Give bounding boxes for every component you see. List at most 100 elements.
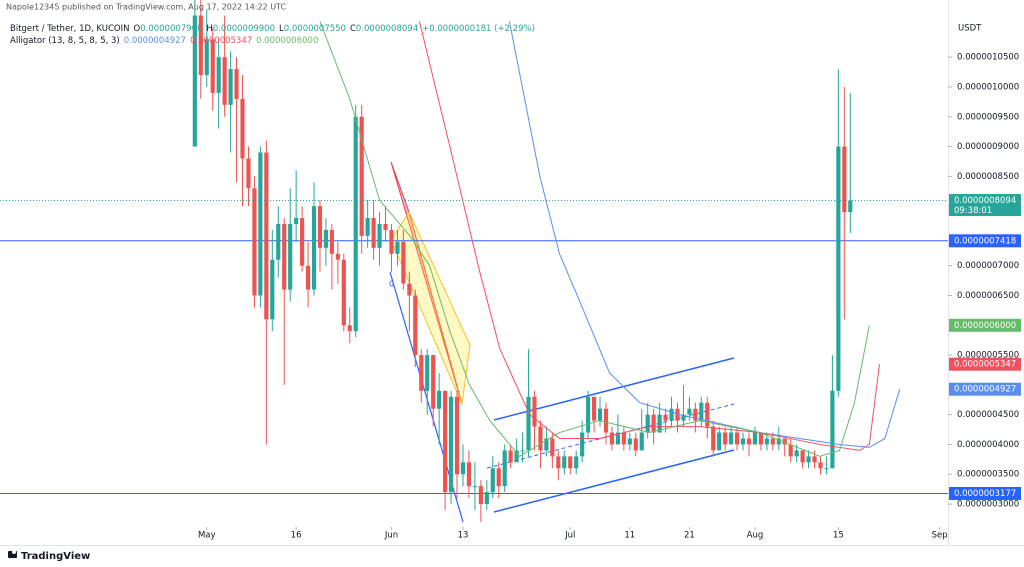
candle-body [645,414,650,433]
candle-body [836,146,841,391]
candle-body [252,188,257,296]
indicator-value: 0.0000004927 [124,36,186,46]
candle-body [687,408,692,415]
candle-body [377,224,382,248]
candle-body [353,116,358,332]
x-tick-label: Jul [564,531,575,541]
candle-body [544,438,549,451]
candle-body [609,432,615,445]
candle-body [323,229,329,248]
indicator-line [418,21,880,451]
candle-body [288,224,293,290]
x-tick-label: 16 [291,531,302,541]
candle-body [270,259,275,320]
candle-body [806,456,811,463]
candle-body [568,456,573,469]
x-tick-label: Jun [384,531,398,541]
candle-body [246,158,251,189]
candle-body [311,206,317,290]
candle-body [538,426,543,451]
candle-body [794,450,799,457]
change: +0.0000000181 (+2.29%) [422,24,535,34]
candle-body [693,408,698,421]
y-tick-label: 0.0000004000 [957,440,1019,450]
y-tick-label: 0.0000003000 [957,500,1019,510]
candle-body [830,390,835,469]
candle-body [675,408,680,421]
candle-body [740,438,746,445]
candle-body [556,456,561,469]
drawing-label: 0 [389,280,394,289]
candle-body [562,456,567,469]
x-tick-label: 11 [624,531,635,541]
candle-body [448,396,454,493]
candle-body [282,224,287,290]
indicator-value: 0.0000006000 [256,36,318,46]
candle-body [591,396,597,421]
candle-body [520,450,525,452]
fib-triangle-red [390,161,463,405]
x-tick-label: May [198,531,216,541]
candle-body [603,408,609,433]
candle-body [782,438,787,445]
ohlc-key: L [279,24,284,34]
ohlc-key: C [350,24,356,34]
candle-body [615,432,620,445]
candle-body [335,253,340,260]
candle-body [472,486,477,488]
candle-body [234,69,239,99]
indicator-price-label-box [949,318,1021,332]
candle-body [443,390,448,493]
logo-mark [12,550,16,554]
candle-body [657,414,662,433]
candle-body [663,414,668,421]
ohlc-key: O [134,24,141,34]
candle-body [639,432,644,451]
candle-body [228,69,233,105]
indicator-line [508,21,901,448]
indicator-price-label-box [949,382,1021,396]
brand-logo [8,550,17,558]
x-tick-label: 21 [684,531,695,541]
candle-body [651,414,656,433]
candle-body [490,468,495,493]
candle-body [734,432,740,445]
ohlc-key: H [206,24,212,34]
candle-body [776,438,781,445]
indicator-price-label: 0.0000006000 [954,321,1016,331]
candle-body [681,414,686,421]
candle-body [216,57,221,93]
candle-body [341,259,346,326]
y-tick-label: 0.0000008500 [957,172,1019,182]
hline-price-label-box [949,486,1021,500]
candle-body [478,486,483,505]
y-axis-label: USDT [958,24,982,34]
candle-body [329,229,334,254]
published-note: Napole12345 published on TradingView.com… [6,3,286,12]
indicator-value: 0.0000005347 [190,36,252,46]
candle-body [496,468,501,487]
indicator: Alligator (13, 8, 5, 8, 5, 3) [10,36,120,46]
candle-body [192,15,197,147]
ohlc-value: 0.0000008094 [356,24,418,34]
candle-body [621,432,626,445]
candle-body [383,224,388,230]
candle-body [818,462,823,469]
candle-body [204,39,209,76]
candle-body [550,438,555,457]
indicator-price-label: 0.0000004927 [954,385,1016,395]
ohlc-value: 0.0000009900 [213,24,275,34]
candle-body [222,57,227,105]
candle-body [812,456,817,463]
candle-body [258,152,263,296]
candle-body [484,492,489,505]
last-price-label: 0.0000008094 [954,196,1016,206]
y-tick-label: 0.0000005500 [957,351,1019,361]
series-layer [0,0,948,522]
ohlc-value: 0.0000007900 [140,24,202,34]
candle-body [597,408,603,421]
candle-body [526,396,531,451]
candle-body [633,438,638,451]
candle-body [842,146,847,213]
ohlc-value: 0.0000007550 [284,24,346,34]
